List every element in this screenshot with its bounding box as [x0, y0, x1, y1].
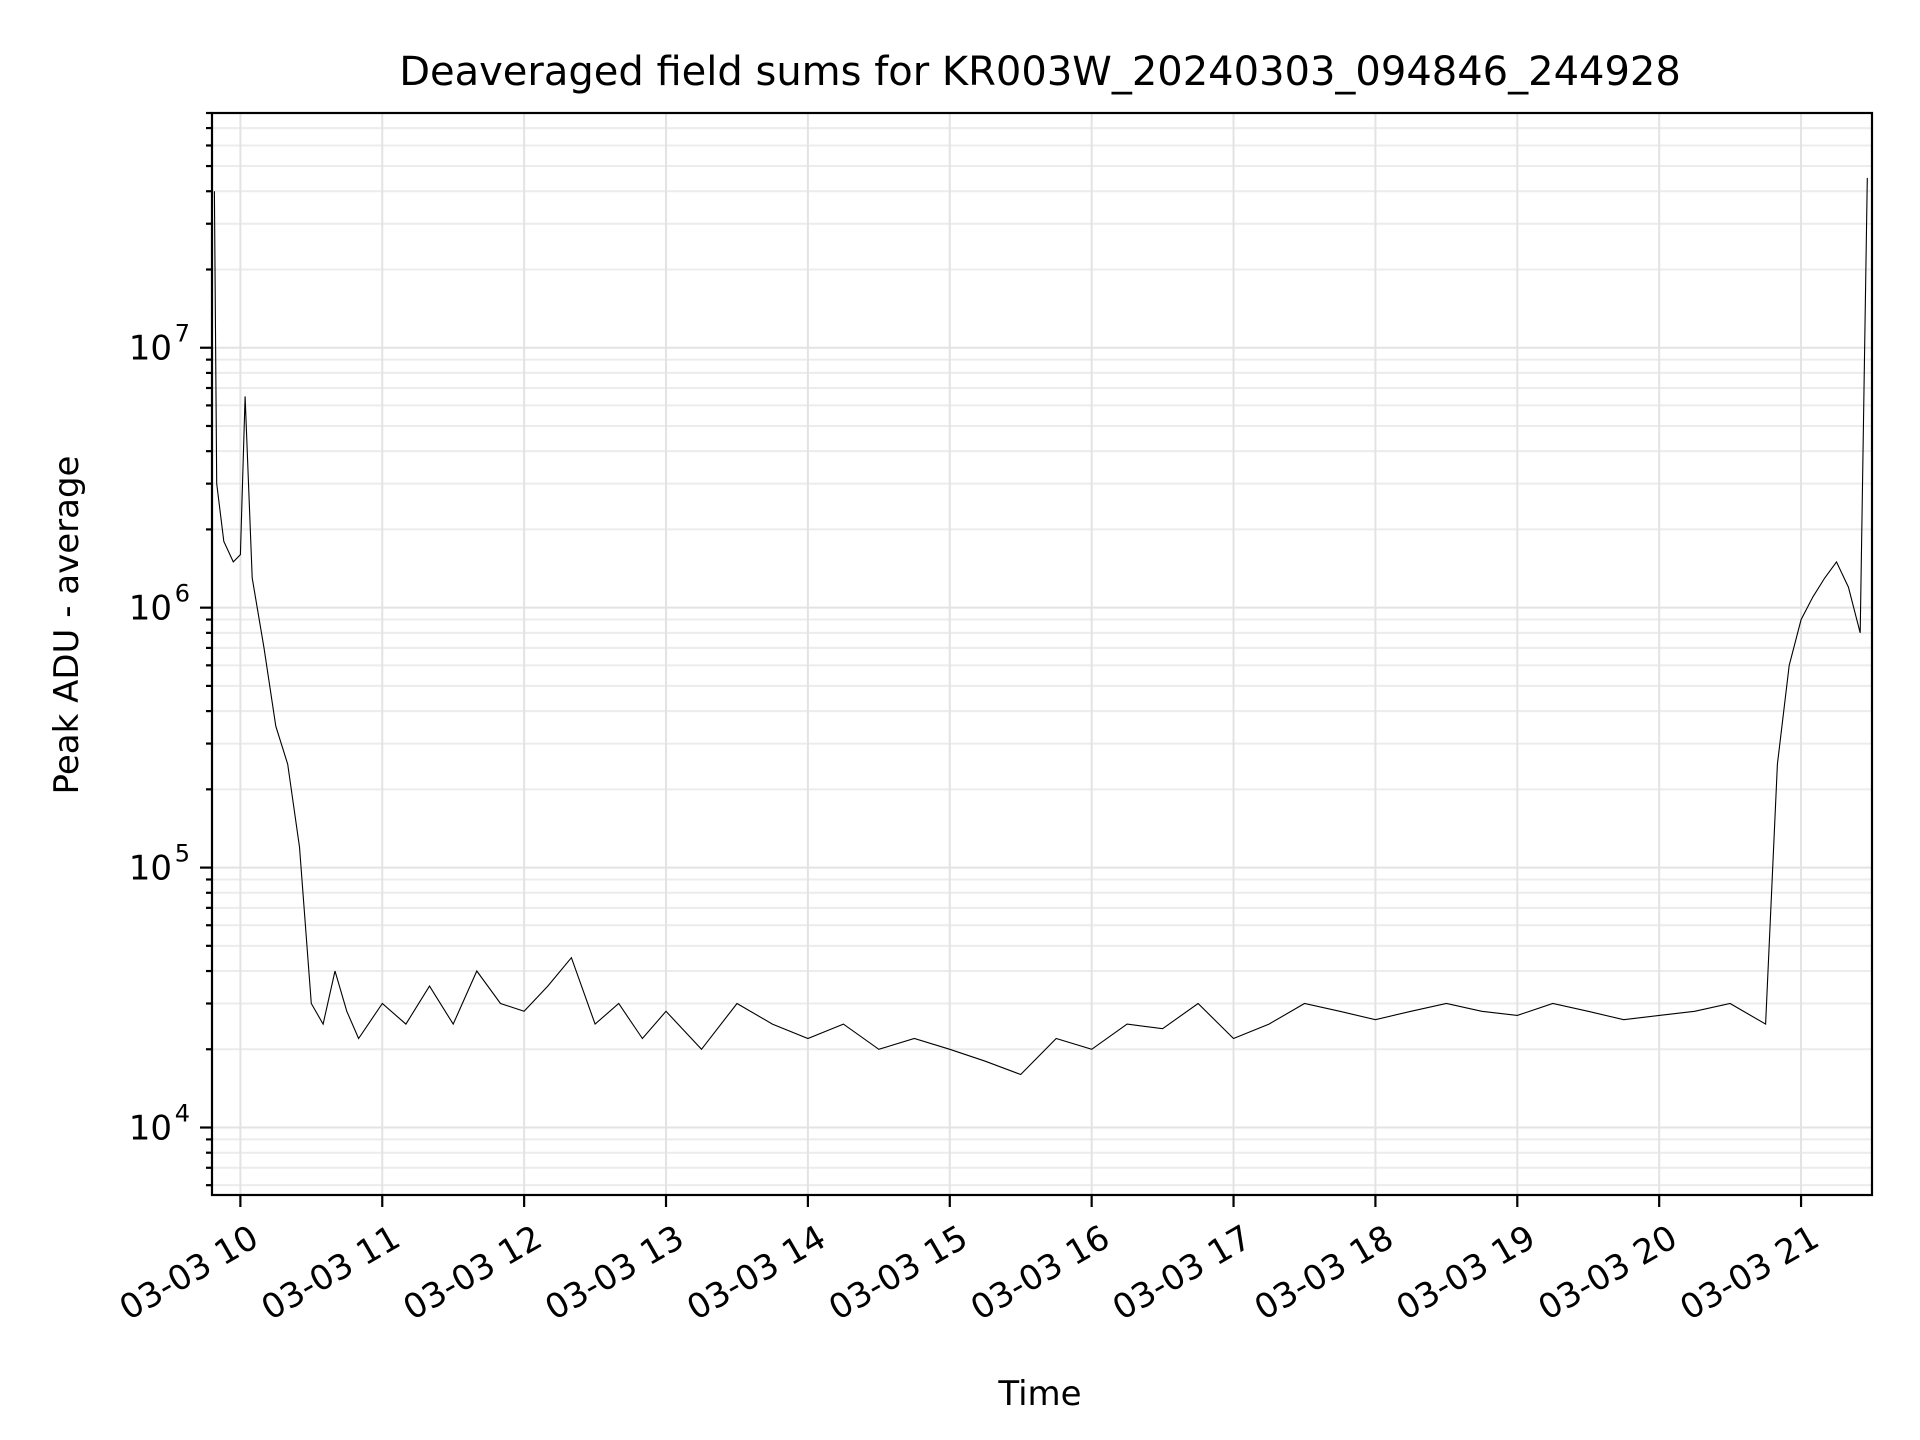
y-tick-exponent: 6 — [175, 580, 190, 608]
chart-title: Deaveraged field sums for KR003W_2024030… — [399, 49, 1681, 95]
y-tick-base: 10 — [129, 589, 172, 629]
series-layer — [213, 177, 1868, 1076]
y-tick-label: 10 — [129, 329, 172, 369]
y-tick-label: 10 — [129, 1109, 172, 1149]
series-line — [213, 177, 1868, 1076]
y-tick-exponent: 7 — [175, 320, 190, 348]
y-tick-exponent: 4 — [175, 1100, 190, 1128]
y-tick-base: 10 — [129, 849, 172, 889]
y-tick-base: 10 — [129, 1109, 172, 1149]
x-axis-label: Time — [997, 1374, 1081, 1414]
y-tick-label: 10 — [129, 849, 172, 889]
ticks — [200, 111, 1803, 1207]
y-tick-label: 10 — [129, 589, 172, 629]
y-tick-base: 10 — [129, 329, 172, 369]
y-axis-label: Peak ADU - average — [47, 456, 87, 795]
y-tick-exponent: 5 — [175, 840, 190, 868]
plot-frame — [210, 111, 1874, 1197]
